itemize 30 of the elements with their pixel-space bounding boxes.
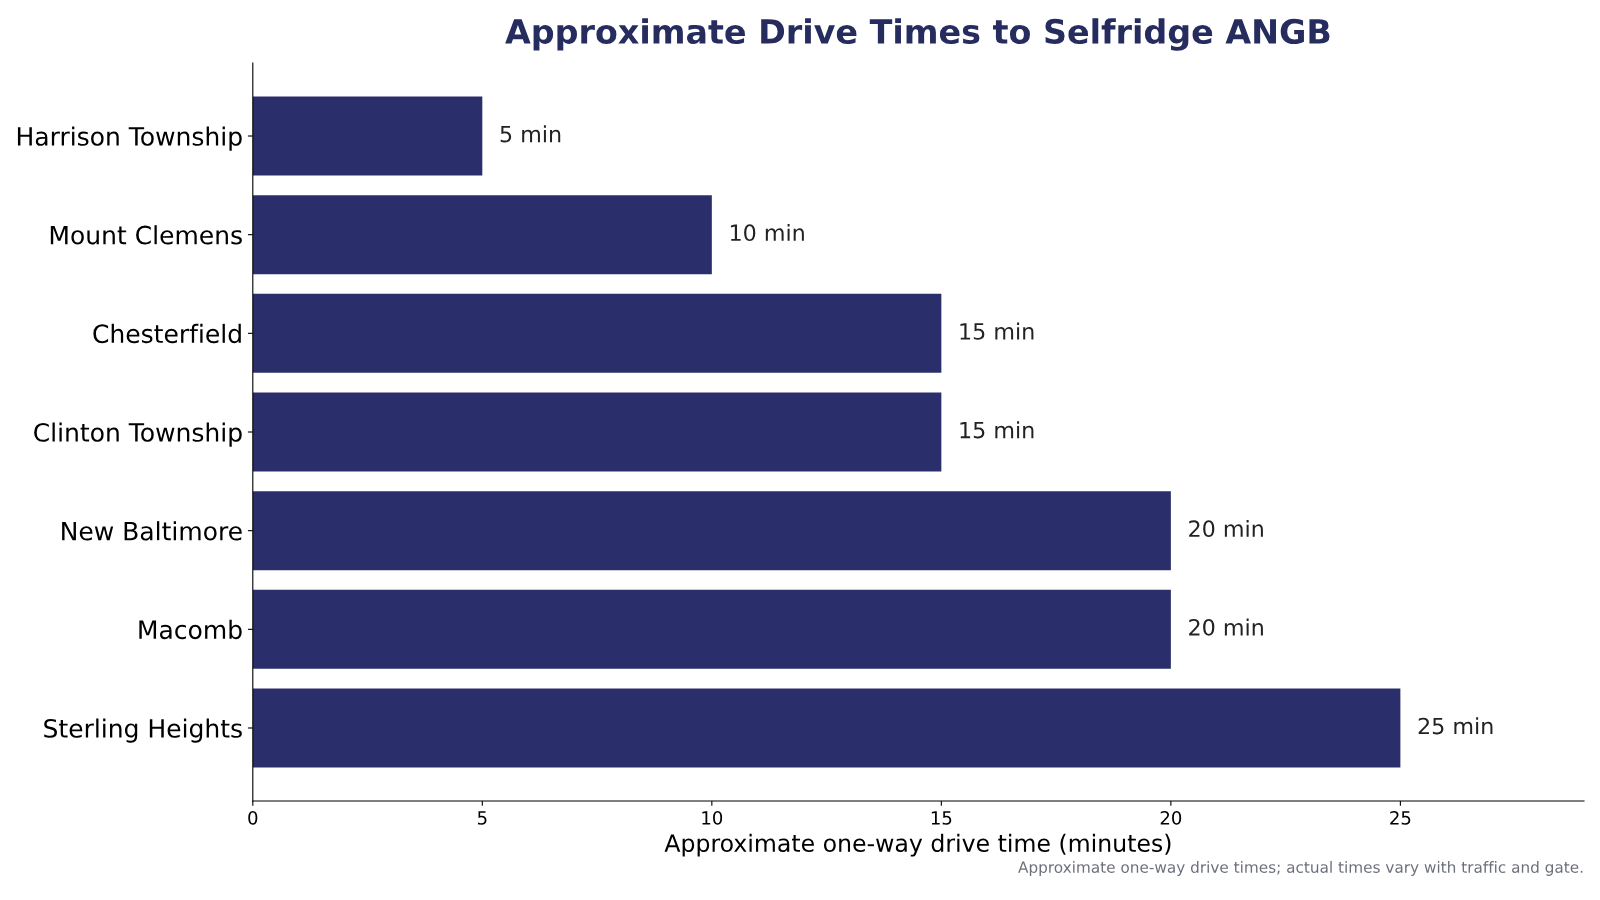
y-tick-label: Harrison Township xyxy=(17,126,242,151)
data-label: 25 min xyxy=(1418,717,1493,735)
y-tick-label: Clinton Township xyxy=(34,422,242,447)
bar xyxy=(252,96,483,176)
chart-title: Approximate Drive Times to Selfridge ANGB xyxy=(505,18,1330,51)
data-label: 10 min xyxy=(730,223,804,242)
x-axis-title: Approximate one-way drive time (minutes) xyxy=(664,833,1171,857)
data-label: 5 min xyxy=(500,125,561,143)
x-tick-label: 0 xyxy=(248,811,258,825)
y-tick-label: Mount Clemens xyxy=(50,225,242,245)
x-tick-label: 25 xyxy=(1390,811,1411,825)
y-tick-label: Sterling Heights xyxy=(44,718,242,743)
data-label: 15 min xyxy=(960,421,1034,439)
bar xyxy=(252,293,942,373)
bar xyxy=(252,195,712,275)
data-label: 15 min xyxy=(960,322,1034,340)
data-label: 20 min xyxy=(1189,519,1263,538)
data-label: 20 min xyxy=(1189,618,1263,636)
x-tick-label: 5 xyxy=(477,811,487,825)
bar xyxy=(252,688,1401,768)
y-tick-label: New Baltimore xyxy=(62,521,242,541)
bar xyxy=(252,392,942,472)
x-tick-label: 20 xyxy=(1160,811,1182,825)
x-tick-label: 15 xyxy=(931,811,952,825)
y-tick-label: Macomb xyxy=(139,619,242,640)
text: Approximate one-way drive times; actual times vary with traffic and gate. xyxy=(1018,861,1583,876)
y-tick-label: Chesterfield xyxy=(93,323,241,344)
bar xyxy=(252,589,1171,669)
x-tick-label: 10 xyxy=(702,811,723,825)
bar xyxy=(252,491,1171,571)
